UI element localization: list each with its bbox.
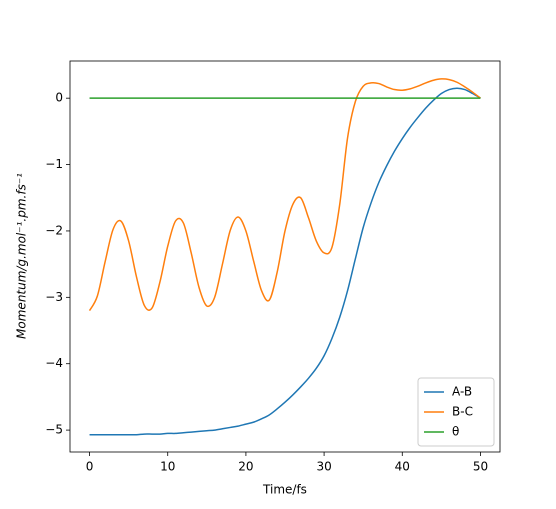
legend-box [417, 377, 495, 447]
y-tick-label: −5 [45, 423, 63, 437]
x-tick-label: 30 [316, 460, 331, 474]
y-tick-label: −2 [45, 223, 63, 237]
y-axis-label: Momentum/g.mol⁻¹.pm.fs⁻¹ [15, 173, 29, 339]
series-line [89, 87, 481, 436]
legend-label: B-C [452, 405, 473, 419]
x-tick-label: 40 [395, 460, 410, 474]
series-line [88, 78, 481, 311]
y-tick-label: −1 [45, 157, 63, 171]
x-tick-label: 10 [160, 460, 175, 474]
x-axis-label: Time/fs [262, 483, 307, 497]
legend-label: A-B [452, 385, 472, 399]
x-tick-label: 50 [473, 460, 488, 474]
x-tick-label: 20 [238, 460, 253, 474]
x-tick-label: 0 [86, 460, 94, 474]
y-tick-label: −4 [45, 356, 63, 370]
legend-label: θ [452, 425, 459, 439]
axes-frame [69, 60, 501, 453]
y-tick-label: −3 [45, 290, 63, 304]
y-tick-label: 0 [55, 91, 63, 105]
